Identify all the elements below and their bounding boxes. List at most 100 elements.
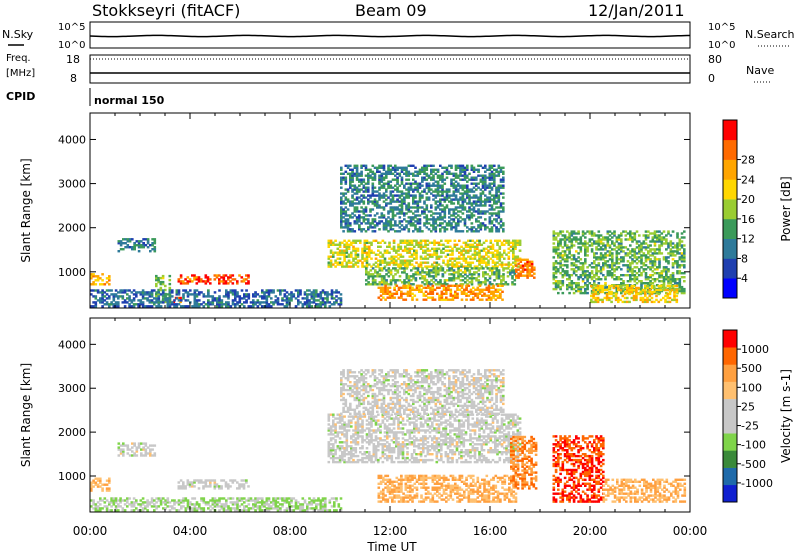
echo-cell — [385, 190, 388, 193]
echo-cell — [667, 232, 670, 235]
echo-cell — [416, 184, 420, 187]
echo-cell — [570, 280, 574, 283]
echo-cell — [435, 265, 439, 268]
echo-cell — [408, 263, 412, 266]
echo-cell — [646, 298, 649, 302]
echo-cell — [247, 282, 250, 285]
echo-cell — [341, 423, 344, 426]
echo-cell — [394, 208, 397, 211]
echo-cell — [464, 273, 467, 276]
echo-cell — [484, 224, 487, 227]
echo-cell — [371, 182, 375, 185]
echo-cell — [502, 228, 505, 231]
echo-cell — [602, 262, 605, 265]
echo-cell — [617, 284, 620, 288]
echo-cell — [175, 305, 179, 308]
echo-cell — [478, 253, 481, 256]
echo-cell — [592, 296, 595, 300]
echo-cell — [90, 485, 93, 488]
echo-cell — [603, 288, 607, 292]
echo-cell — [418, 226, 422, 229]
echo-cell — [179, 296, 182, 300]
echo-cell — [354, 251, 358, 254]
echo-cell — [473, 265, 477, 268]
echo-cell — [108, 279, 111, 282]
echo-cell — [500, 275, 503, 278]
echo-cell — [346, 166, 350, 169]
echo-cell — [101, 291, 104, 294]
echo-cell — [433, 251, 436, 254]
echo-cell — [566, 230, 569, 233]
echo-cell — [675, 300, 679, 304]
echo-cell — [481, 174, 485, 177]
echo-cell — [308, 301, 311, 304]
echo-cell — [441, 178, 444, 181]
echo-cell — [281, 299, 284, 302]
echo-cell — [445, 172, 449, 175]
echo-cell — [327, 243, 331, 246]
echo-cell — [240, 297, 244, 300]
echo-cell — [456, 296, 459, 299]
echo-cell — [606, 238, 610, 241]
echo-cell — [334, 429, 337, 432]
echo-cell — [595, 234, 598, 237]
echo-cell — [577, 278, 580, 281]
echo-cell — [658, 272, 661, 275]
echo-cell — [502, 186, 505, 189]
echo-cell — [123, 291, 127, 294]
echo-cell — [477, 273, 481, 276]
echo-cell — [653, 234, 657, 237]
echo-cell — [674, 246, 677, 249]
echo-cell — [133, 442, 136, 445]
echo-cell — [400, 204, 404, 207]
echo-cell — [378, 273, 382, 276]
echo-cell — [630, 286, 634, 290]
echo-cell — [342, 172, 345, 175]
echo-cell — [344, 218, 348, 221]
echo-cell — [396, 180, 399, 183]
echo-cell — [593, 254, 596, 257]
echo-cell — [108, 487, 111, 490]
echo-cell — [412, 198, 415, 201]
echo-cell — [577, 268, 580, 271]
echo-cell — [355, 164, 359, 167]
echo-cell — [470, 188, 474, 191]
echo-cell — [575, 264, 578, 267]
echo-cell — [559, 262, 562, 265]
echo-cell — [252, 299, 255, 302]
echo-cell — [584, 240, 587, 243]
echo-cell — [452, 174, 456, 177]
echo-cell — [184, 282, 187, 285]
echo-cell — [454, 194, 458, 197]
echo-cell — [380, 220, 384, 223]
echo-cell — [486, 198, 489, 201]
echo-cell — [461, 275, 465, 278]
echo-cell — [440, 294, 444, 297]
echo-cell — [498, 251, 502, 254]
echo-cell — [424, 265, 427, 268]
echo-cell — [404, 263, 407, 266]
echo-cell — [441, 210, 444, 213]
echo-cell — [581, 232, 585, 235]
echo-cell — [649, 284, 652, 287]
echo-cell — [119, 289, 122, 292]
echo-cell — [403, 200, 406, 203]
echo-cell — [99, 277, 102, 280]
echo-cell — [310, 297, 314, 300]
echo-cell — [276, 303, 280, 306]
echo-cell — [186, 483, 190, 486]
echo-cell — [400, 200, 404, 203]
echo-cell — [594, 290, 598, 294]
echo-cell — [445, 196, 449, 199]
echo-cell — [464, 261, 468, 264]
echo-cell — [423, 208, 426, 211]
echo-cell — [629, 276, 632, 279]
echo-cell — [635, 278, 639, 281]
echo-cell — [649, 254, 652, 257]
echo-cell — [371, 184, 375, 187]
echo-cell — [608, 250, 612, 253]
echo-cell — [327, 454, 331, 458]
echo-cell — [407, 174, 411, 177]
echo-cell — [428, 249, 432, 252]
echo-cell — [341, 454, 344, 458]
